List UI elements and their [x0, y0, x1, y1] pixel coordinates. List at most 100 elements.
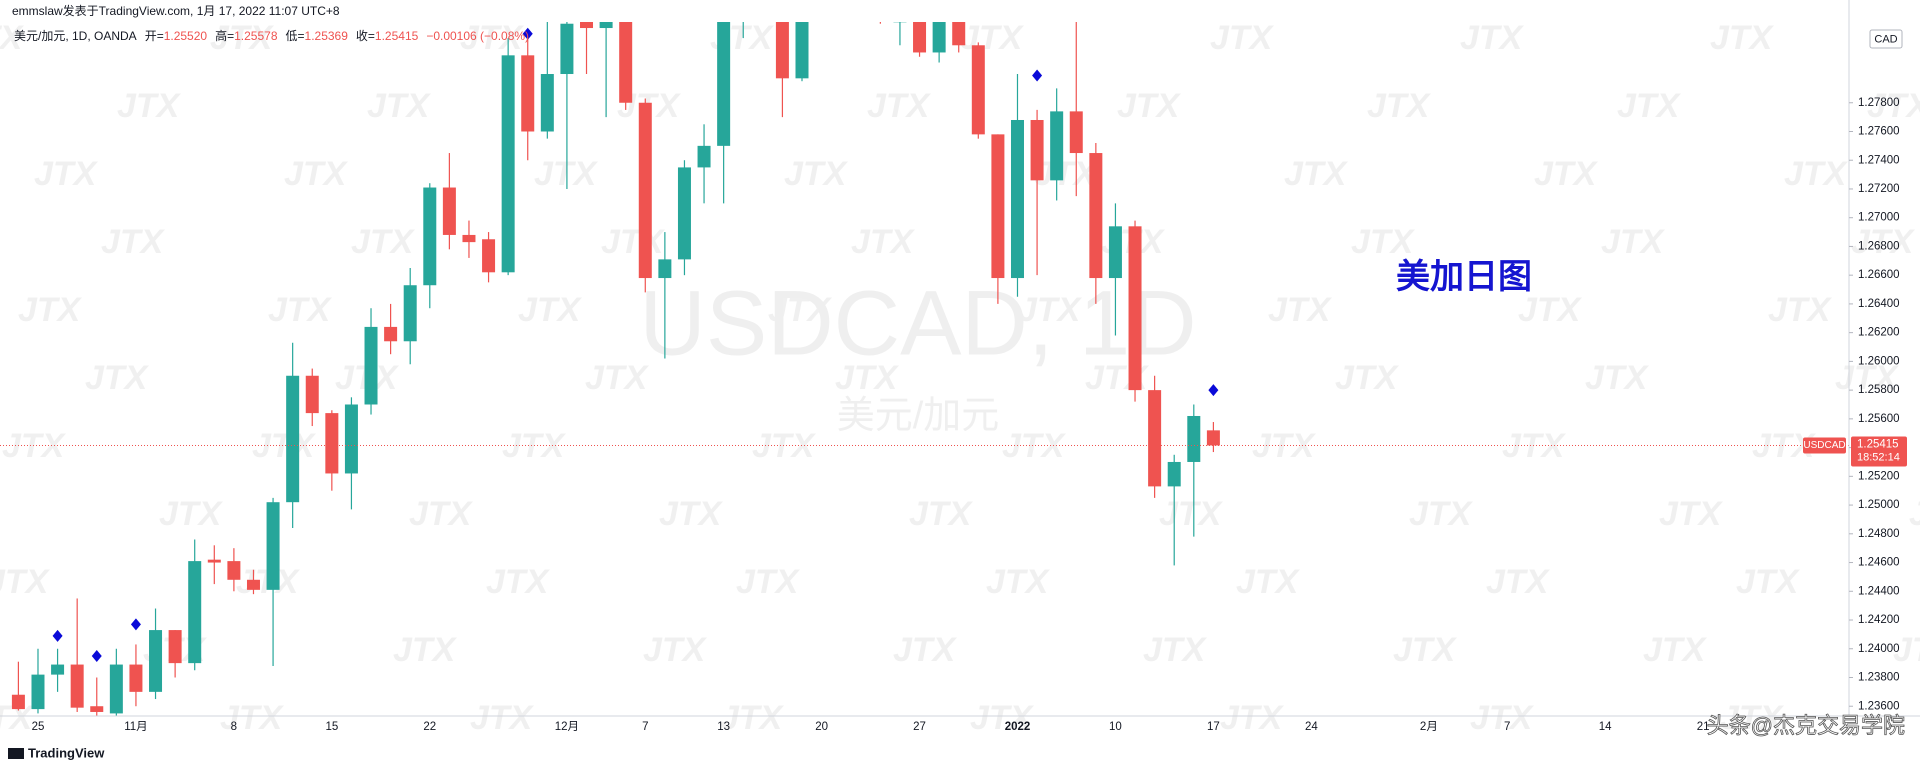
x-tick-label: 10 [1109, 721, 1122, 733]
y-tick-label: 1.25000 [1858, 499, 1900, 511]
candle-body [638, 102, 652, 279]
candle-body [1128, 226, 1142, 391]
candle-body [717, 22, 731, 146]
candle-body [540, 74, 554, 132]
candle-body [1108, 226, 1122, 279]
x-tick-label: 12月 [555, 721, 579, 733]
signal-marker [522, 27, 533, 40]
logo-watermark: JTX [18, 291, 83, 329]
candle-body [90, 706, 104, 712]
annotation: 美加日图 [1396, 258, 1532, 296]
candle-body [952, 22, 966, 46]
signal-marker [91, 649, 102, 662]
axes: 1.23600 1.23800 1.24000 1.24200 1.24400 1.246… [32, 97, 1907, 733]
logo-watermark: JTX [159, 495, 224, 533]
candle-body [423, 187, 437, 286]
logo-watermark: JTX [1409, 495, 1474, 533]
brand: TradingView [28, 745, 105, 760]
brand-logo [8, 748, 24, 759]
logo-watermark: JTX [1268, 291, 1333, 329]
logo-watermark: JTX [1867, 87, 1920, 125]
candle-body [815, 0, 828, 2]
x-tick-label: 22 [423, 721, 436, 733]
x-tick-label: 24 [1305, 721, 1318, 733]
y-tick-label: 1.23800 [1858, 672, 1900, 684]
ohlc-label: 开= [145, 29, 164, 43]
x-tick-label: 17 [1207, 721, 1220, 733]
signal-marker [1032, 69, 1043, 82]
candle-body [1069, 111, 1083, 154]
symbol-watermark-sub: 美元/加元 [837, 395, 1000, 437]
symbol-tag-text: USDCAD [1803, 440, 1845, 451]
x-tick-label: 7 [1504, 721, 1510, 733]
candle-body [501, 55, 515, 273]
logo-watermark: JTX [752, 427, 817, 465]
candle-body [1148, 390, 1162, 487]
logo-watermark: JTX [0, 563, 51, 601]
logo-watermark: JTX [643, 631, 708, 669]
logo-watermark: JTX [851, 223, 916, 261]
candle-body [775, 22, 789, 79]
y-tick-label: 1.27600 [1858, 126, 1900, 138]
ohlc-value: 1.25578 [234, 29, 278, 43]
y-tick-label: 1.26400 [1858, 298, 1900, 310]
symbol-watermark: USDCAD, 1D [639, 272, 1196, 374]
candle-body [580, 22, 594, 29]
logo-watermark: JTX [85, 359, 150, 397]
candle-body [677, 167, 691, 260]
candle-body [325, 413, 339, 474]
x-tick-label: 13 [717, 721, 730, 733]
candle-body [932, 22, 946, 53]
logo-watermark: JTX [970, 699, 1035, 737]
candle-body [11, 694, 25, 710]
logo-watermark: JTX [1220, 699, 1285, 737]
candle-body [1030, 119, 1044, 181]
logo-watermark: JTX [1143, 631, 1208, 669]
logo-watermark: JTX [1585, 359, 1650, 397]
watermarks: JTXJTXJTXJTXJTXJTXJTXJTXJTXJTXJTXJTXJTXJ… [0, 19, 1920, 737]
logo-watermark: JTX [720, 699, 785, 737]
logo-watermark: JTX [518, 291, 583, 329]
y-tick-label: 1.27200 [1858, 183, 1900, 195]
candle-body [697, 145, 711, 168]
x-tick-label: 27 [913, 721, 926, 733]
y-tick-label: 1.27800 [1858, 97, 1900, 109]
logo-watermark: JTX [960, 19, 1025, 57]
y-tick-label: 1.24000 [1858, 643, 1900, 655]
candle-body [619, 22, 633, 103]
logo-watermark: JTX [736, 563, 801, 601]
candle-body [384, 326, 398, 342]
candle-body [266, 502, 280, 590]
x-tick-label: 21 [1697, 721, 1710, 733]
logo-watermark: JTX [1534, 155, 1599, 193]
logo-watermark: JTX [351, 223, 416, 261]
symbol-line: 美元/加元, 1D, OANDA 开=1.25520 高=1.25578 低=1.25… [14, 28, 529, 43]
y-tick-label: 1.24600 [1858, 557, 1900, 569]
logo-watermark: JTX [210, 19, 275, 57]
logo-watermark: JTX [409, 495, 474, 533]
logo-watermark: JTX [601, 223, 666, 261]
x-tick-label: 11月 [124, 721, 147, 733]
logo-watermark: JTX [1893, 631, 1920, 669]
plot [0, 0, 1849, 716]
candle-body [913, 22, 927, 53]
candle-body [51, 664, 65, 675]
candle-body [207, 559, 221, 563]
logo-watermark: JTX [284, 155, 349, 193]
ohlc-label: 收= [356, 29, 375, 43]
x-tick-label: 2022 [1005, 721, 1031, 733]
logo-watermark: JTX [1851, 223, 1916, 261]
signal-marker [1208, 384, 1219, 397]
x-tick-label: 2月 [1420, 721, 1438, 733]
candle-body [129, 664, 143, 692]
candle-body [893, 22, 907, 23]
logo-watermark: JTX [502, 427, 567, 465]
logo-watermark: JTX [1909, 495, 1920, 533]
candle-body [874, 14, 887, 21]
logo-watermark: JTX [659, 495, 724, 533]
logo-watermark: JTX [2, 427, 67, 465]
price-tag-value: 1.25415 [1857, 438, 1899, 450]
logo-watermark: JTX [867, 87, 932, 125]
candle-body [364, 326, 378, 405]
logo-watermark: JTX [784, 155, 849, 193]
